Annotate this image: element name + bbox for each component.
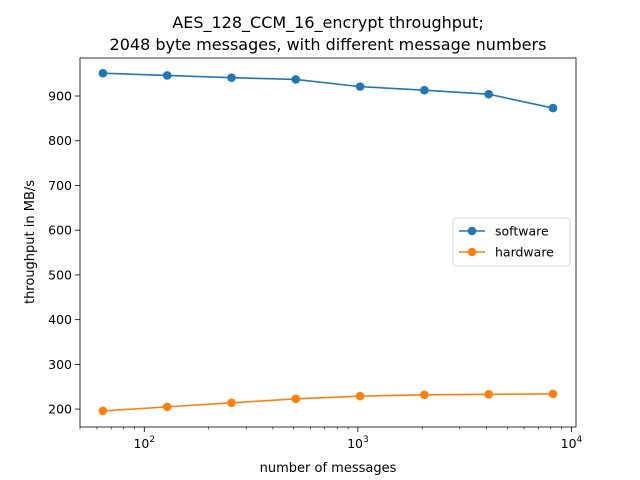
x-tick-label: 103 [347, 435, 369, 451]
chart-title-line-2: 2048 byte messages, with different messa… [110, 35, 547, 54]
data-point-hardware [227, 398, 236, 408]
y-tick-label: 300 [48, 357, 72, 372]
x-tick-label: 104 [561, 435, 583, 451]
y-tick-label: 400 [48, 312, 72, 327]
data-point-software [355, 82, 365, 91]
y-tick-label: 800 [48, 133, 72, 148]
y-tick-label: 600 [48, 223, 72, 238]
series-line-software [102, 72, 554, 109]
data-point-hardware [548, 389, 558, 399]
data-point-hardware [291, 394, 301, 404]
legend-label-hardware: hardware [495, 245, 554, 260]
data-point-software [227, 73, 236, 82]
y-tick-label: 700 [48, 178, 72, 193]
legend-swatch-marker-software [467, 226, 477, 236]
y-tick-label: 200 [48, 402, 72, 417]
legend-box [452, 217, 571, 267]
data-point-software [162, 71, 172, 80]
y-tick-label: 900 [48, 89, 72, 104]
legend-label-software: software [495, 224, 549, 239]
data-point-software [548, 103, 558, 113]
data-point-hardware [420, 390, 429, 400]
x-tick-label: 102 [133, 435, 155, 451]
x-axis-label: number of messages [260, 461, 397, 476]
legend-swatch-marker-hardware [467, 247, 477, 257]
chart-title-line-1: AES_128_CCM_16_encrypt throughput; [172, 13, 483, 33]
data-point-hardware [484, 390, 493, 399]
plot-frame [79, 57, 577, 428]
data-point-hardware [98, 406, 108, 416]
y-axis-label: throughput in MB/s [23, 180, 38, 304]
data-point-hardware [162, 402, 172, 412]
y-tick-label: 500 [48, 267, 72, 282]
series-line-hardware [102, 393, 553, 412]
data-point-software [291, 75, 301, 84]
data-point-software [98, 68, 108, 78]
data-point-hardware [355, 391, 365, 401]
data-point-software [420, 85, 429, 95]
data-point-software [484, 89, 493, 99]
